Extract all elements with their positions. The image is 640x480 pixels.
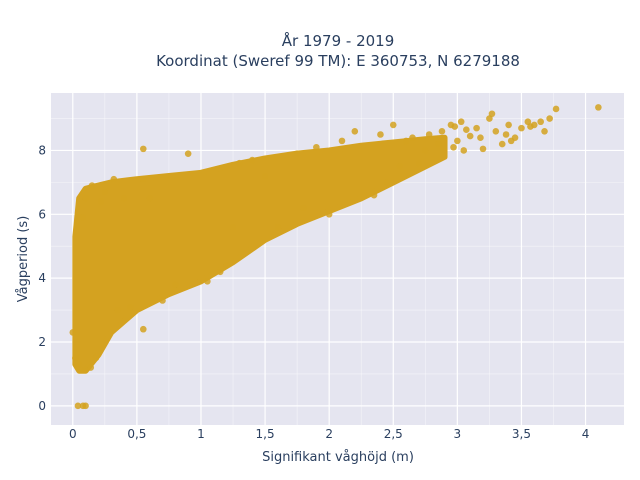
scatter-point	[82, 195, 89, 202]
scatter-point	[502, 131, 510, 138]
x-tick-label: 2	[325, 427, 333, 441]
x-tick-label: 0	[69, 427, 77, 441]
scatter-point	[377, 131, 384, 138]
x-tick-label: 4	[582, 427, 590, 441]
scatter-point	[488, 110, 496, 118]
scatter-point	[120, 195, 128, 202]
scatter-point	[75, 361, 83, 368]
x-tick-label: 3,5	[512, 427, 531, 441]
x-tick-label: 0,5	[127, 427, 146, 441]
scatter-point	[434, 140, 442, 148]
scatter-point	[466, 132, 474, 140]
x-tick-label: 3	[454, 427, 462, 441]
scatter-point	[139, 325, 147, 333]
scatter-point	[351, 128, 359, 135]
scatter-point	[511, 134, 519, 141]
scatter-dense-region	[72, 134, 448, 374]
scatter-point	[498, 140, 506, 148]
scatter-point	[127, 303, 134, 311]
scatter-point	[82, 365, 89, 373]
scatter-point	[425, 131, 433, 138]
scatter-points	[69, 104, 602, 410]
scatter-point	[82, 402, 89, 410]
scatter-point	[530, 121, 538, 129]
scatter-point	[409, 134, 416, 141]
scatter-point	[518, 124, 525, 132]
scatter-point	[204, 278, 211, 285]
scatter-point	[172, 281, 179, 288]
scatter-point	[457, 118, 465, 126]
scatter-point	[73, 309, 80, 317]
scatter-point	[402, 137, 410, 145]
scatter-point	[87, 364, 95, 371]
scatter-point	[454, 137, 461, 145]
chart-title-line-1: År 1979 - 2019	[282, 31, 395, 50]
scatter-point	[184, 150, 192, 157]
scatter-point	[300, 204, 307, 212]
scatter-point	[422, 147, 429, 154]
scatter-point	[450, 143, 457, 151]
y-tick-label: 6	[38, 207, 46, 221]
scatter-point	[293, 150, 301, 157]
y-tick-label: 0	[38, 399, 46, 413]
scatter-point	[541, 128, 548, 135]
scatter-point	[479, 145, 487, 153]
scatter-point	[492, 128, 500, 135]
y-tick-label: 4	[38, 271, 46, 285]
scatter-point	[114, 306, 121, 314]
scatter-point	[415, 159, 423, 167]
scatter-point	[370, 191, 378, 199]
scatter-point	[101, 188, 109, 196]
scatter-point	[139, 145, 147, 153]
scatter-point	[223, 262, 230, 269]
scatter-cloud	[72, 134, 448, 374]
scatter-point	[72, 354, 79, 362]
scatter-point	[313, 143, 320, 151]
scatter-point	[396, 163, 403, 170]
x-tick-label: 2,5	[384, 427, 403, 441]
scatter-point	[552, 105, 560, 113]
scatter-point	[69, 329, 77, 336]
chart-title-line-2: Koordinat (Sweref 99 TM): E 360753, N 62…	[156, 52, 520, 70]
y-axis-title: Vågperiod (s)	[16, 216, 31, 303]
scatter-point	[325, 211, 333, 218]
scatter-point	[463, 126, 470, 134]
x-tick-labels: 0 0,5 1 1,5 2 2,5 3 3,5 4	[69, 427, 589, 441]
scatter-point	[546, 115, 553, 122]
scatter-point	[451, 123, 459, 130]
scatter-point	[473, 124, 480, 132]
scatter-point	[537, 118, 544, 126]
scatter-point	[438, 128, 446, 135]
scatter-point	[229, 223, 237, 231]
scatter-point	[595, 104, 602, 111]
y-tick-labels: 0 2 4 6 8	[38, 143, 46, 412]
y-tick-label: 2	[38, 335, 46, 349]
scatter-point	[338, 137, 346, 145]
scatter-point	[88, 182, 96, 189]
scatter-point	[236, 159, 243, 167]
scatter-point	[477, 134, 484, 141]
scatter-point	[460, 147, 468, 154]
scatter-point	[97, 198, 105, 205]
scatter-point	[389, 121, 397, 129]
scatter-point	[216, 268, 224, 276]
scatter-point	[74, 402, 82, 410]
scatter-point	[146, 195, 154, 202]
scatter-point	[383, 179, 391, 186]
x-axis-title: Signifikant våghöjd (m)	[262, 450, 414, 465]
scatter-point	[110, 175, 118, 183]
scatter-point	[92, 354, 100, 362]
scatter-point	[248, 156, 256, 164]
scatter-point	[79, 214, 87, 221]
x-tick-label: 1,5	[256, 427, 275, 441]
x-tick-label: 1	[197, 427, 205, 441]
scatter-point	[159, 297, 166, 304]
y-tick-label: 8	[38, 143, 46, 157]
scatter-point	[261, 172, 269, 180]
scatter-point	[505, 121, 512, 129]
scatter-point	[274, 223, 282, 231]
scatter-point	[139, 175, 147, 183]
